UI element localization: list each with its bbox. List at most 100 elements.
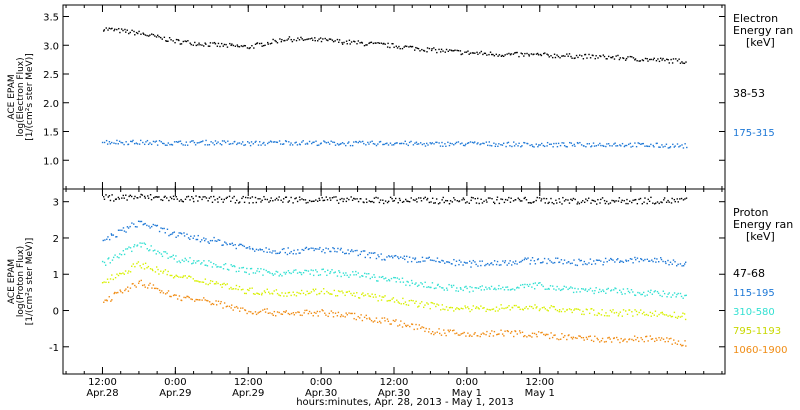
data-point [418, 324, 421, 326]
data-point [509, 54, 512, 56]
data-point [553, 288, 555, 290]
data-point [217, 42, 220, 45]
data-point [518, 55, 520, 58]
data-point [610, 56, 612, 59]
data-point [154, 35, 156, 37]
data-point [572, 197, 575, 200]
data-point [252, 202, 254, 204]
data-point [483, 142, 485, 145]
data-point [284, 140, 287, 142]
data-point [278, 275, 280, 277]
data-point [521, 259, 524, 262]
data-point [167, 142, 170, 144]
data-point [574, 287, 576, 290]
data-point [182, 276, 184, 279]
data-point [358, 297, 361, 299]
data-point [234, 45, 237, 47]
data-point [467, 332, 469, 334]
data-point [468, 260, 471, 263]
data-point [665, 201, 668, 203]
data-point [510, 330, 513, 333]
data-point [205, 43, 207, 45]
data-point [108, 296, 110, 298]
data-point [441, 259, 443, 262]
data-point [643, 201, 645, 203]
data-point [550, 197, 552, 200]
data-point [545, 333, 547, 336]
data-point [629, 142, 632, 145]
data-point [591, 263, 593, 266]
data-point [219, 45, 221, 48]
data-point [596, 203, 598, 205]
data-point [626, 341, 628, 343]
data-point [412, 144, 415, 146]
data-point [183, 232, 185, 234]
data-point [530, 53, 533, 55]
data-point [241, 267, 243, 269]
data-point [425, 327, 427, 330]
data-point [559, 57, 561, 59]
data-point [460, 261, 462, 263]
data-point [509, 309, 511, 311]
data-point [121, 292, 124, 294]
data-point [289, 144, 291, 146]
data-point [514, 52, 516, 54]
legend-entry: 175-315 [733, 128, 775, 139]
data-point [186, 233, 188, 235]
data-point [549, 285, 552, 287]
data-point [397, 256, 399, 258]
data-point [146, 34, 148, 37]
data-point [462, 197, 465, 199]
data-point [293, 249, 295, 252]
data-point [493, 330, 496, 333]
data-point [678, 58, 680, 60]
data-point [175, 294, 177, 296]
data-point [332, 247, 334, 249]
data-point [494, 202, 496, 205]
data-point [127, 143, 130, 145]
data-point [465, 285, 467, 288]
data-point [548, 201, 550, 204]
data-point [592, 340, 595, 343]
data-point [597, 312, 600, 314]
data-point [365, 44, 367, 46]
data-point [222, 244, 224, 246]
data-point [386, 318, 389, 320]
data-point [255, 313, 258, 316]
data-point [568, 202, 571, 204]
data-point [354, 198, 356, 200]
data-point [670, 296, 672, 298]
data-point [119, 289, 121, 291]
data-point [391, 298, 393, 300]
plot-frame [62, 188, 726, 375]
data-point [661, 201, 663, 204]
data-point [108, 195, 111, 197]
data-point [604, 202, 607, 205]
data-point [197, 234, 199, 237]
data-point [314, 37, 316, 39]
data-point [105, 27, 107, 29]
data-point [226, 268, 229, 271]
data-point [325, 196, 328, 198]
data-point [136, 226, 138, 228]
data-point [430, 143, 432, 145]
data-point [379, 320, 381, 323]
data-point [458, 200, 461, 202]
data-point [504, 260, 507, 262]
data-point [547, 54, 549, 56]
data-point [163, 142, 165, 145]
data-point [111, 299, 113, 301]
data-point [133, 142, 136, 145]
data-point [420, 200, 423, 202]
data-point [261, 248, 263, 251]
data-point [312, 288, 314, 291]
data-point [161, 255, 164, 258]
data-point [564, 55, 566, 57]
data-point [421, 301, 423, 303]
data-point [576, 203, 578, 205]
data-point [565, 145, 567, 148]
data-point [158, 252, 161, 254]
data-point [136, 143, 139, 145]
data-point [372, 296, 375, 298]
